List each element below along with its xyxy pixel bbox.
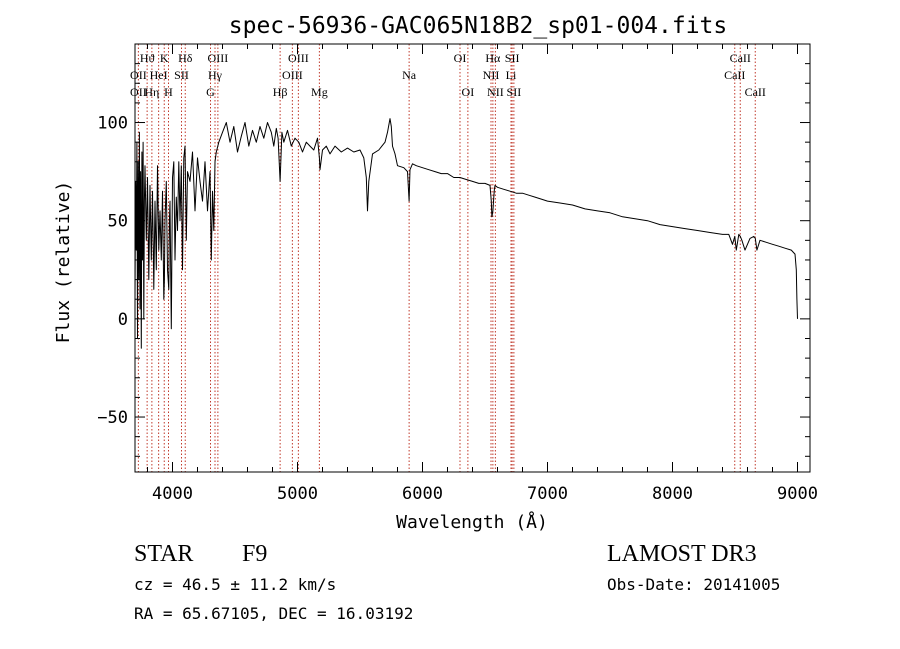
spectrum-layer bbox=[134, 118, 798, 349]
x-tick-label-2: 6000 bbox=[402, 484, 443, 504]
axis-ticks: 4000 5000 6000 7000 8000 9000 −50 0 50 100 bbox=[97, 43, 818, 504]
line-label-21: NII bbox=[487, 85, 504, 99]
sky-coordinates: RA = 65.67105, DEC = 16.03192 bbox=[134, 604, 413, 623]
line-label-7: H bbox=[164, 85, 173, 99]
line-label-11: G bbox=[206, 85, 215, 99]
line-label-24: SII bbox=[507, 85, 522, 99]
line-label-10: Hγ bbox=[208, 68, 223, 82]
spectrum-line bbox=[134, 118, 798, 349]
line-label-4: HeI bbox=[150, 68, 168, 82]
line-markers bbox=[137, 44, 756, 472]
x-tick-label-1: 5000 bbox=[277, 484, 318, 504]
line-label-2: OII bbox=[130, 85, 147, 99]
line-label-23: Li bbox=[506, 68, 517, 82]
object-subclass: F9 bbox=[242, 541, 267, 567]
line-label-26: CaII bbox=[724, 68, 745, 82]
x-axis-label: Wavelength (Å) bbox=[396, 511, 548, 533]
line-label-20: NII bbox=[483, 68, 500, 82]
y-tick-label-1: 0 bbox=[118, 310, 128, 330]
x-tick-label-4: 8000 bbox=[652, 484, 693, 504]
line-label-12: OIII bbox=[288, 51, 309, 65]
redshift-cz: cz = 46.5 ± 11.2 km/s bbox=[134, 575, 336, 594]
y-tick-label-2: 50 bbox=[108, 212, 128, 232]
line-label-13: OIII bbox=[282, 68, 303, 82]
line-label-3: K bbox=[160, 51, 169, 65]
line-label-14: Hβ bbox=[273, 85, 288, 99]
line-label-0: Hϑ bbox=[140, 51, 155, 65]
y-tick-label-0: −50 bbox=[97, 408, 128, 428]
line-label-18: OI bbox=[462, 85, 475, 99]
survey-name: LAMOST DR3 bbox=[607, 541, 757, 567]
plot-frame bbox=[134, 43, 811, 473]
y-axis-label: Flux (relative) bbox=[53, 181, 74, 344]
line-label-6: SII bbox=[174, 68, 189, 82]
x-tick-label-0: 4000 bbox=[152, 484, 193, 504]
observation-date: Obs-Date: 20141005 bbox=[607, 575, 780, 594]
line-label-1: OII bbox=[130, 68, 147, 82]
object-class: STAR bbox=[134, 541, 193, 567]
line-label-19: Hα bbox=[485, 51, 501, 65]
line-label-27: CaII bbox=[745, 85, 766, 99]
chart-title: spec-56936-GAC065N18B2_sp01-004.fits bbox=[229, 13, 728, 39]
line-label-9: OIII bbox=[208, 51, 229, 65]
line-label-15: Mg bbox=[311, 85, 328, 99]
line-label-17: OI bbox=[454, 51, 467, 65]
line-label-22: SII bbox=[505, 51, 520, 65]
x-tick-label-5: 9000 bbox=[777, 484, 818, 504]
x-tick-label-3: 7000 bbox=[527, 484, 568, 504]
line-label-5: Hη bbox=[144, 85, 159, 99]
line-label-25: CaII bbox=[730, 51, 751, 65]
line-label-16: Na bbox=[402, 68, 417, 82]
y-tick-label-3: 100 bbox=[97, 114, 128, 134]
line-label-8: Hδ bbox=[178, 51, 193, 65]
